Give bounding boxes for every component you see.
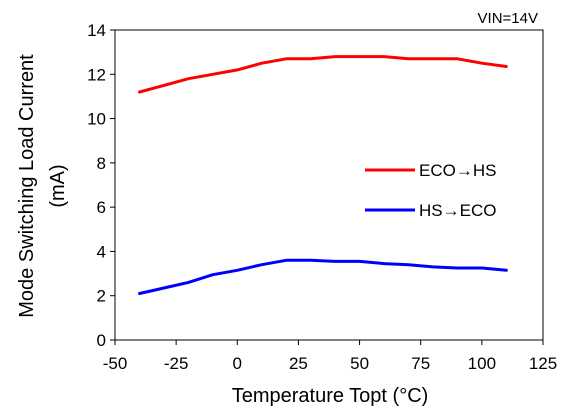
x-tick-label: 125 bbox=[529, 354, 557, 373]
annotation: VIN=14V bbox=[478, 10, 538, 27]
y-tick-label: 10 bbox=[87, 110, 106, 129]
y-tick-label: 14 bbox=[87, 21, 106, 40]
x-tick-label: 0 bbox=[233, 354, 242, 373]
series-layer bbox=[138, 55, 508, 295]
x-tick-label: -25 bbox=[164, 354, 189, 373]
series-line-1 bbox=[138, 55, 508, 94]
y-axis-title: Mode Switching Load Current bbox=[16, 54, 38, 318]
y-tick-label: 4 bbox=[97, 242, 106, 261]
y-tick-label: 6 bbox=[97, 198, 106, 217]
legend-label-1: ECO→HS bbox=[419, 161, 496, 180]
legend: ECO→HS HS→ECO bbox=[365, 161, 496, 220]
y-tick-label: 0 bbox=[97, 331, 106, 350]
annotation-text: VIN=14V bbox=[478, 10, 538, 27]
x-tick-label: 75 bbox=[411, 354, 430, 373]
x-tick-label: 50 bbox=[350, 354, 369, 373]
x-tick-label: 25 bbox=[289, 354, 308, 373]
y-tick-label: 12 bbox=[87, 65, 106, 84]
x-axis-title: Temperature Topt (°C) bbox=[232, 385, 429, 407]
x-axis: -50 -25 0 25 50 75 100 125 bbox=[103, 340, 557, 373]
y-axis: 0 2 4 6 8 10 12 14 bbox=[87, 21, 115, 350]
y-axis-unit: (mA) bbox=[47, 164, 69, 207]
x-tick-label: 100 bbox=[468, 354, 496, 373]
series-line-2 bbox=[138, 258, 508, 295]
y-tick-label: 2 bbox=[97, 287, 106, 306]
plot-area bbox=[114, 29, 544, 341]
x-tick-label: -50 bbox=[103, 354, 128, 373]
y-tick-label: 8 bbox=[97, 154, 106, 173]
legend-label-2: HS→ECO bbox=[419, 201, 496, 220]
